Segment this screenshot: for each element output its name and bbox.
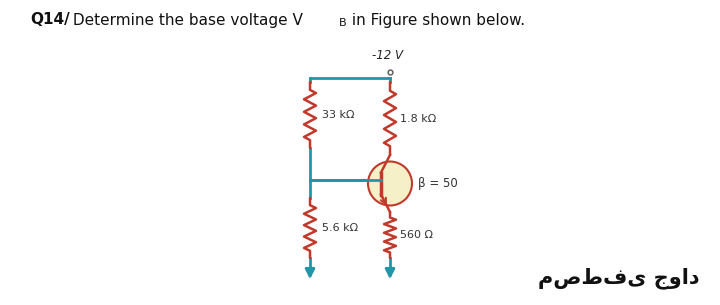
Text: 560 Ω: 560 Ω <box>400 230 433 240</box>
Text: Q14/: Q14/ <box>30 13 70 27</box>
Text: in Figure shown below.: in Figure shown below. <box>347 13 525 27</box>
Text: 1.8 kΩ: 1.8 kΩ <box>400 113 436 124</box>
Text: -12 V: -12 V <box>372 49 403 62</box>
Text: مصطفی جواد: مصطفی جواد <box>539 267 700 289</box>
Text: 33 kΩ: 33 kΩ <box>322 110 354 120</box>
Circle shape <box>368 162 412 206</box>
Text: Determine the base voltage V: Determine the base voltage V <box>68 13 303 27</box>
Text: β = 50: β = 50 <box>418 177 458 190</box>
Text: B: B <box>339 18 346 28</box>
Text: 5.6 kΩ: 5.6 kΩ <box>322 223 358 233</box>
